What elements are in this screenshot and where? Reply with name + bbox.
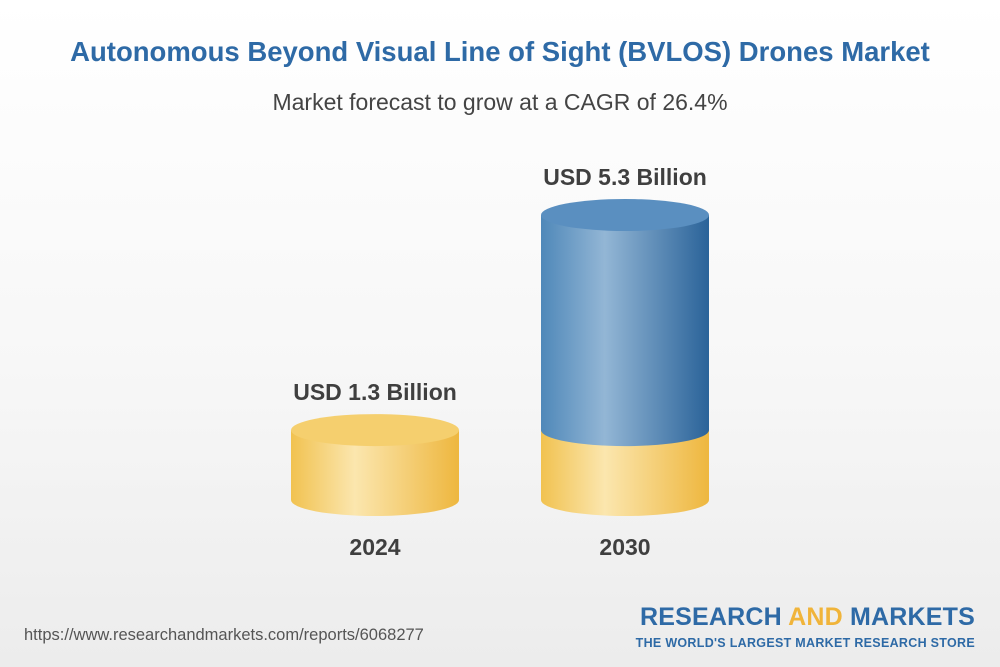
brand-tagline: THE WORLD'S LARGEST MARKET RESEARCH STOR… (635, 636, 975, 650)
chart-title: Autonomous Beyond Visual Line of Sight (… (70, 36, 930, 67)
bar-2030: USD 5.3 Billion 2030 (541, 164, 709, 560)
bar-top (541, 199, 709, 231)
bar-growth-segment (541, 215, 709, 447)
category-label: 2024 (349, 534, 400, 560)
bar-2024: USD 1.3 Billion 2024 (291, 379, 459, 560)
bar-body (291, 430, 459, 516)
value-label: USD 5.3 Billion (543, 164, 707, 190)
brand-word-markets: MARKETS (849, 603, 975, 631)
bar-top (291, 414, 459, 447)
bars-group: USD 1.3 Billion 2024 USD 5.3 Billion 2030 (291, 164, 709, 560)
chart-subtitle: Market forecast to grow at a CAGR of 26.… (272, 89, 728, 115)
brand-word-research: RESEARCH (639, 603, 782, 631)
brand-logo[interactable]: RESEARCH AND MARKETS (640, 603, 975, 632)
bar-base-segment (541, 430, 709, 516)
value-label: USD 1.3 Billion (293, 379, 457, 405)
brand-word-and: AND (788, 603, 843, 631)
category-label: 2030 (599, 534, 650, 560)
source-url[interactable]: https://www.researchandmarkets.com/repor… (24, 626, 424, 644)
